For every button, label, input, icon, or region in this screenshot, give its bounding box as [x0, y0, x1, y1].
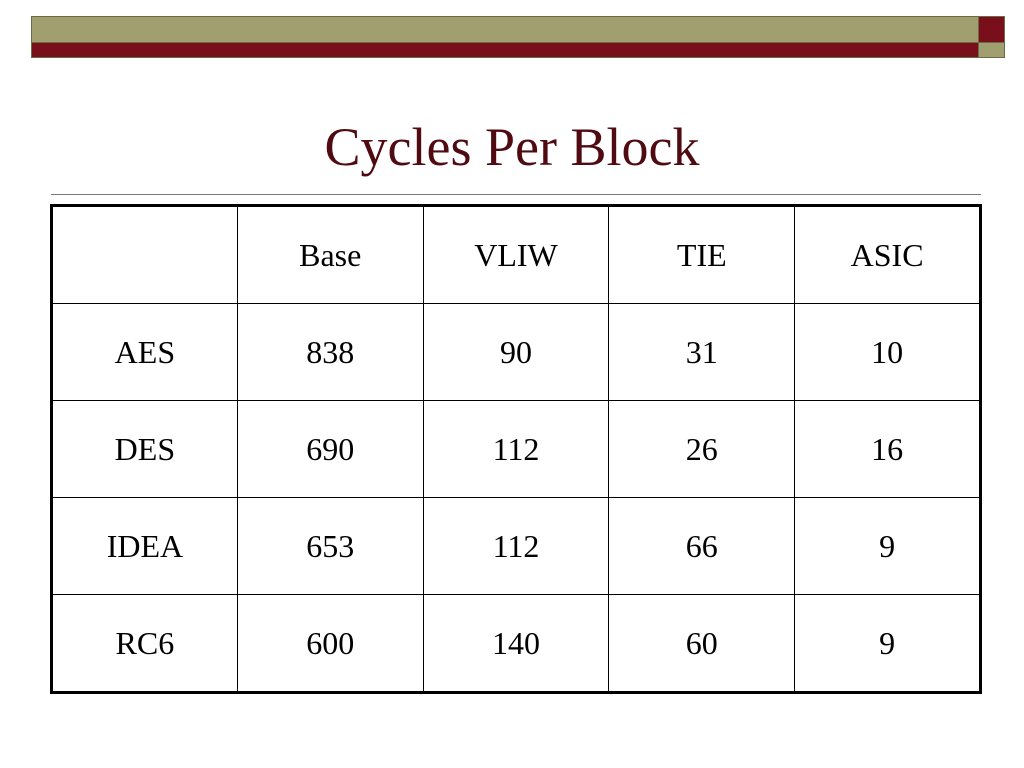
cycles-table: Base VLIW TIE ASIC AES 838 90 31 10 DES … — [50, 204, 982, 694]
row-label-cell: RC6 — [51, 594, 238, 693]
header-cell-vliw: VLIW — [422, 205, 610, 304]
table-cell: 9 — [794, 497, 981, 595]
row-label-cell: AES — [51, 303, 238, 401]
table-cell: 690 — [236, 400, 424, 498]
header-cell-corner — [51, 205, 238, 304]
table-cell: 653 — [236, 497, 424, 595]
row-label-cell: IDEA — [51, 497, 238, 595]
table-cell: 60 — [608, 594, 796, 693]
decorative-maroon-square — [978, 16, 1005, 43]
row-label-cell: DES — [51, 400, 238, 498]
table-cell: 600 — [236, 594, 424, 693]
header-cell-base: Base — [236, 205, 424, 304]
table-cell: 90 — [422, 303, 610, 401]
decorative-olive-bar — [31, 16, 979, 43]
table-cell: 9 — [794, 594, 981, 693]
table-cell: 26 — [608, 400, 796, 498]
decorative-olive-square — [978, 42, 1005, 58]
table-cell: 838 — [236, 303, 424, 401]
table-cell: 112 — [422, 400, 610, 498]
table-row: AES 838 90 31 10 — [51, 303, 981, 401]
table-row: DES 690 112 26 16 — [51, 400, 981, 498]
decorative-maroon-bar — [31, 42, 979, 58]
table-cell: 66 — [608, 497, 796, 595]
slide-title: Cycles Per Block — [324, 117, 700, 177]
table-row: IDEA 653 112 66 9 — [51, 497, 981, 595]
table-cell: 140 — [422, 594, 610, 693]
title-divider — [51, 194, 981, 195]
table-cell: 112 — [422, 497, 610, 595]
header-cell-tie: TIE — [608, 205, 796, 304]
table-header-row: Base VLIW TIE ASIC — [51, 205, 981, 304]
table-cell: 16 — [794, 400, 981, 498]
table-row: RC6 600 140 60 9 — [51, 594, 981, 693]
table-cell: 31 — [608, 303, 796, 401]
table-cell: 10 — [794, 303, 981, 401]
header-cell-asic: ASIC — [794, 205, 981, 304]
